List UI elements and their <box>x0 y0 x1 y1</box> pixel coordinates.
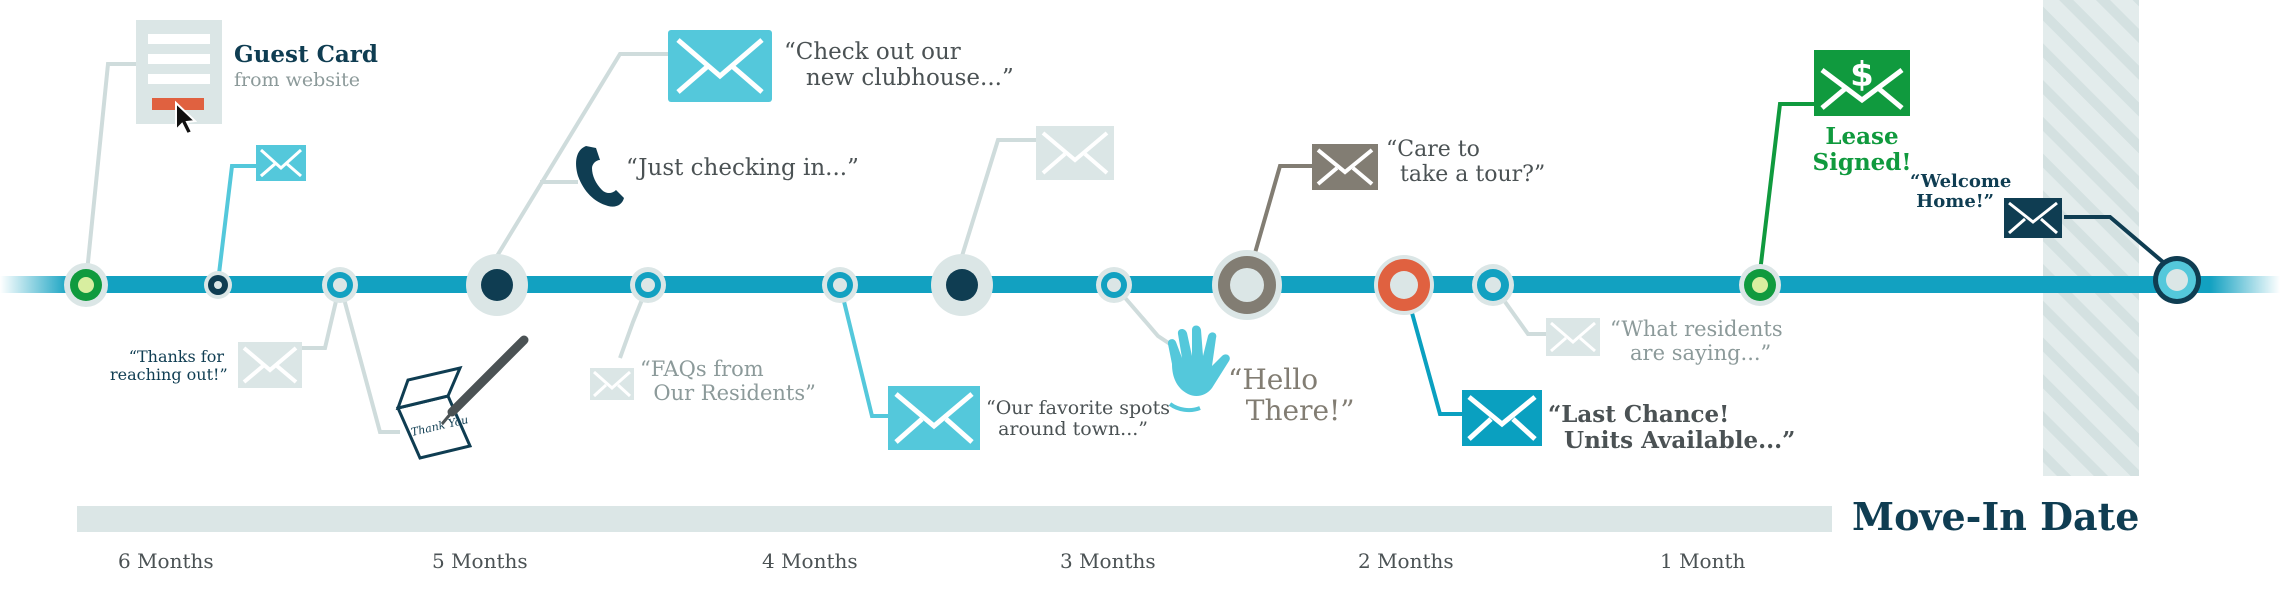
email-icon-clubhouse <box>668 30 772 102</box>
pen-icon <box>440 335 529 425</box>
node-cyan-2 <box>630 267 666 303</box>
msg-tour: “Care to take a tour?” <box>1386 137 1546 187</box>
node-large-navy-1 <box>466 254 528 316</box>
email-icon-welcome <box>2004 198 2062 238</box>
cursor-icon <box>175 100 198 136</box>
wave-hand-icon <box>1167 325 1230 396</box>
email-icon-lease-dollar <box>1814 50 1910 116</box>
msg-favorite-spots: “Our favorite spots around town...” <box>986 397 1170 441</box>
phone-icon <box>576 146 624 207</box>
month-6: 6 Months <box>118 549 214 573</box>
timeline-fade-right <box>2210 276 2280 293</box>
msg-last-chance: “Last Chance! Units Available...” <box>1548 401 1796 454</box>
thank-you-card-icon: Thank You <box>395 365 473 460</box>
connector-guest-card <box>84 62 136 283</box>
month-2: 2 Months <box>1358 549 1454 573</box>
connector-last-chance <box>1402 283 1462 416</box>
node-cyan-1 <box>322 267 358 303</box>
month-1: 1 Month <box>1660 549 1746 573</box>
email-icon-last-chance <box>1462 390 1542 446</box>
connector-welcome <box>2064 215 2172 270</box>
connector-email-1 <box>216 164 256 283</box>
msg-clubhouse: “Check out our new clubhouse...” <box>784 39 1014 91</box>
timeline-fade-left <box>0 276 70 293</box>
connector-clubhouse <box>495 52 668 258</box>
msg-checking-in: “Just checking in...” <box>626 155 859 181</box>
connector-email-grey <box>960 138 1036 257</box>
msg-welcome: “Welcome Home!” <box>1910 171 2012 213</box>
email-icon-tour <box>1312 144 1378 190</box>
msg-faqs: “FAQs from Our Residents” <box>640 357 816 405</box>
email-icon-residents <box>1546 318 1600 356</box>
node-cyan-5 <box>1472 264 1514 306</box>
node-6m-green <box>64 263 108 307</box>
guest-card-subtitle: from website <box>234 69 360 91</box>
connector-favorite-spots <box>838 284 890 418</box>
email-icon-favorite-spots <box>888 386 980 450</box>
timeline-bar <box>70 276 2210 293</box>
guest-card-title: Guest Card <box>234 41 378 68</box>
msg-hello: “Hello There!” <box>1228 363 1355 428</box>
move-in-date-label: Move-In Date <box>1852 494 2140 539</box>
node-tour-grey <box>1212 250 1282 320</box>
connector-thank-you-card <box>338 283 400 434</box>
connector-tour <box>1253 164 1312 254</box>
node-last-chance-orange <box>1374 255 1434 315</box>
node-lease-green <box>1739 264 1781 306</box>
wave-motion-icon <box>1168 402 1201 413</box>
connector-thanks <box>300 283 342 350</box>
email-icon-small-cyan <box>256 145 306 181</box>
month-4: 4 Months <box>762 549 858 573</box>
node-cyan-4 <box>1096 267 1132 303</box>
email-icon-thanks <box>238 342 302 388</box>
month-5: 5 Months <box>432 549 528 573</box>
msg-thanks: “Thanks for reaching out!” <box>110 347 228 384</box>
email-icon-light <box>1036 126 1114 180</box>
node-large-navy-2 <box>931 254 993 316</box>
node-move-in <box>2153 256 2201 304</box>
node-small-navy <box>204 271 232 299</box>
email-icon-faqs <box>590 368 634 400</box>
dollar-icon: $ <box>1850 55 1874 95</box>
msg-residents: “What residents are saying...” <box>1610 317 1783 365</box>
msg-lease-signed: Lease Signed! <box>1812 123 1912 176</box>
node-cyan-3 <box>822 267 858 303</box>
months-bar <box>77 506 1832 532</box>
connector-lease <box>1758 102 1814 273</box>
month-3: 3 Months <box>1060 549 1156 573</box>
